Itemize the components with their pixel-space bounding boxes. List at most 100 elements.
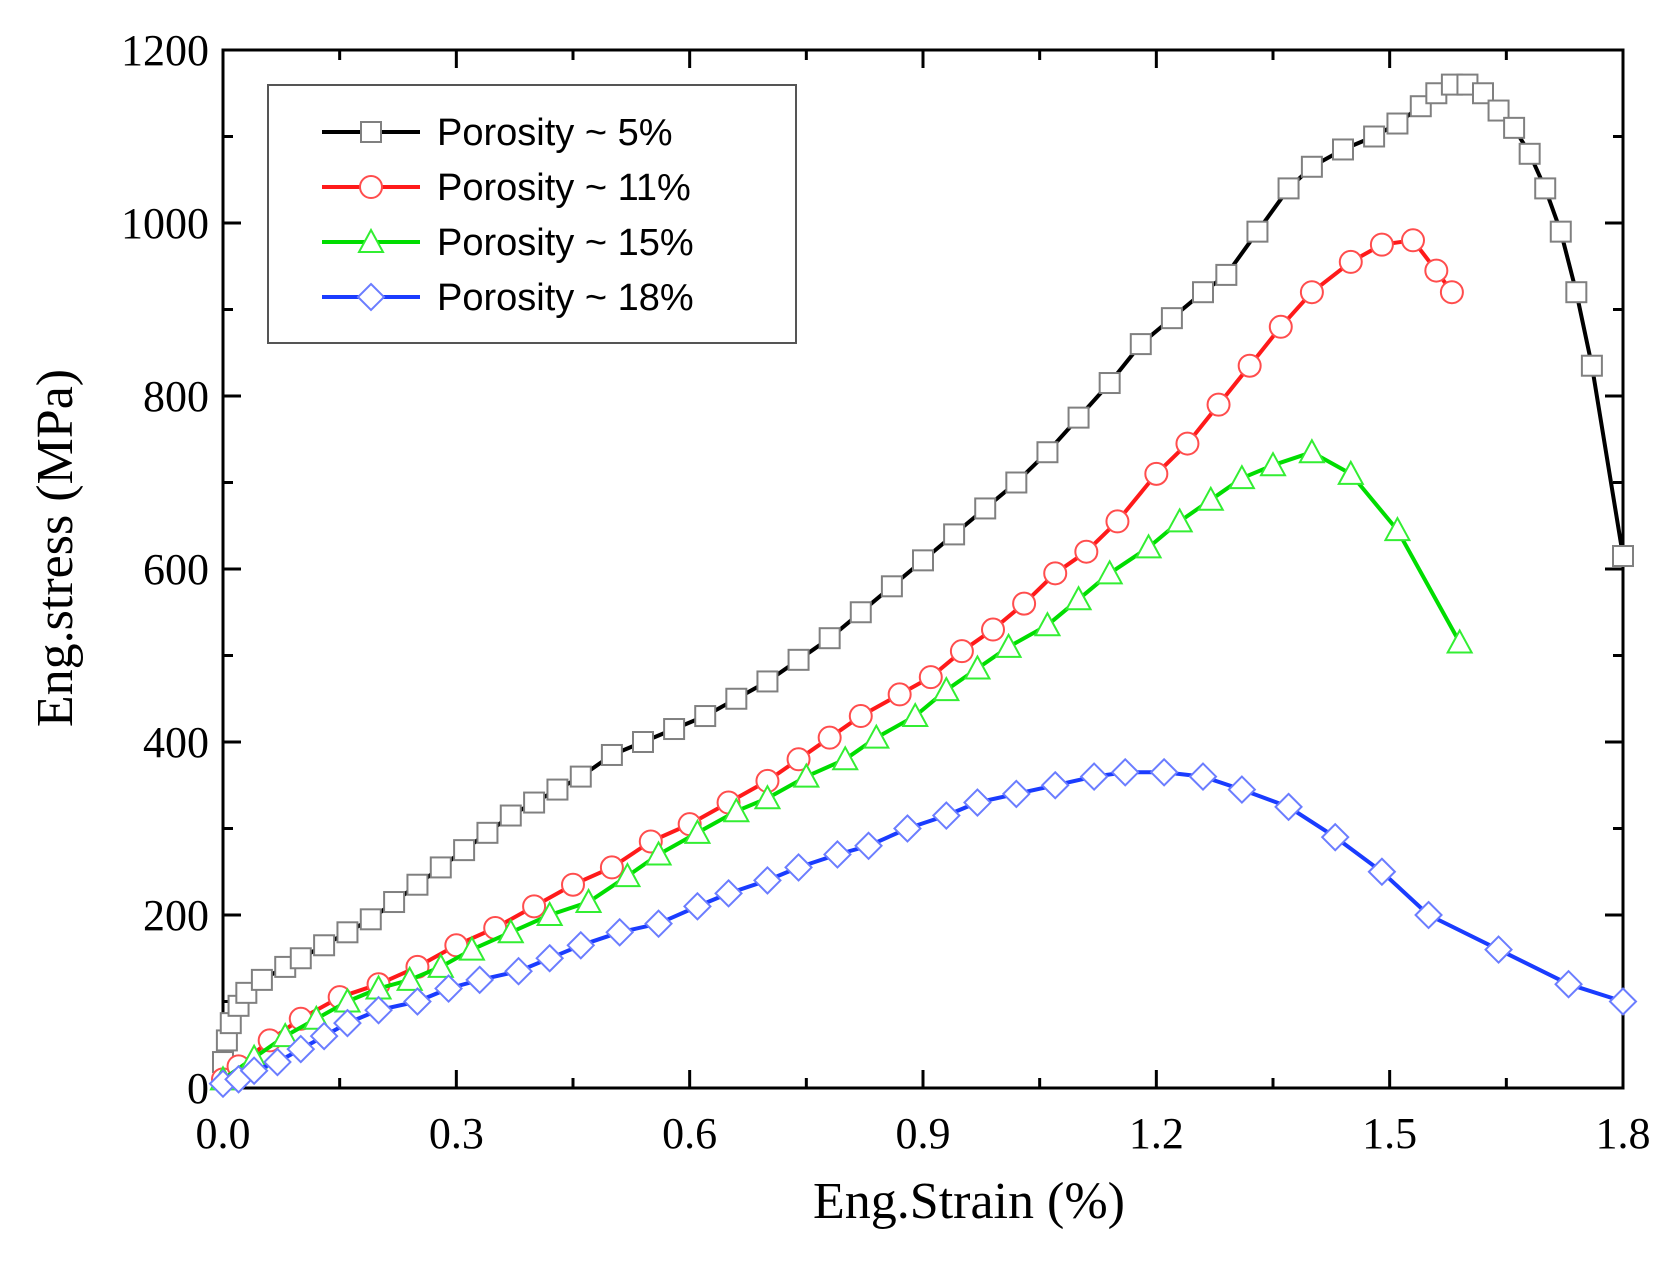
series-4: [208, 757, 1638, 1099]
data-point: [854, 831, 883, 861]
data-point: [1228, 464, 1256, 490]
legend-marker: [357, 227, 385, 253]
data-point: [1363, 125, 1386, 148]
data-point: [981, 617, 1005, 642]
y-tick-label: 1200: [121, 26, 209, 75]
data-point: [949, 639, 974, 664]
data-point: [1367, 857, 1397, 887]
x-tick-label: 1.8: [1596, 1109, 1651, 1158]
series-1: [212, 73, 1634, 1074]
data-point: [1472, 82, 1494, 105]
data-point: [756, 670, 779, 693]
legend-marker: [359, 175, 383, 199]
data-point: [566, 930, 596, 960]
data-point: [1095, 559, 1124, 585]
data-point: [862, 723, 891, 749]
data-point: [1383, 515, 1412, 542]
y-tick-label: 200: [143, 891, 209, 940]
data-point: [1386, 112, 1409, 135]
data-point: [1580, 354, 1603, 377]
series-2: [211, 228, 1464, 1092]
data-point: [714, 878, 743, 908]
data-point: [1237, 353, 1262, 378]
data-point: [792, 762, 821, 788]
x-tick-label: 0.9: [896, 1109, 951, 1158]
data-point: [1079, 762, 1109, 792]
x-tick-label: 0.3: [429, 1109, 484, 1158]
data-point: [963, 654, 992, 680]
data-point: [632, 731, 654, 753]
series-line: [221, 238, 1454, 1081]
data-point: [569, 765, 592, 788]
data-point: [818, 627, 841, 650]
data-point: [613, 861, 642, 888]
data-point: [943, 523, 966, 546]
data-point: [683, 891, 712, 921]
data-point: [901, 701, 929, 728]
data-point: [504, 956, 533, 986]
y-tick-label: 1000: [121, 199, 209, 248]
data-point: [1001, 779, 1031, 809]
data-point: [1298, 438, 1326, 464]
data-point: [912, 549, 934, 572]
data-point: [880, 575, 903, 598]
data-point: [497, 918, 525, 944]
data-point: [1149, 757, 1179, 787]
data-point: [1043, 561, 1068, 586]
data-point: [1144, 461, 1169, 486]
data-point: [1134, 533, 1163, 559]
data-point: [1005, 471, 1028, 494]
y-tick-label: 800: [143, 372, 209, 421]
y-tick-label: 600: [143, 545, 209, 594]
data-point: [1401, 228, 1425, 253]
data-point: [1445, 628, 1474, 654]
x-tick-label: 0.0: [196, 1109, 251, 1158]
data-point: [725, 687, 748, 710]
x-axis-ticks: 0.0 0.3 0.6 0.9 1.2 1.5 1.8: [196, 50, 1651, 1158]
data-point: [831, 745, 859, 771]
data-point: [1549, 220, 1572, 243]
legend-label: Porosity ~ 18%: [437, 277, 694, 319]
data-point: [239, 1056, 269, 1086]
data-point: [364, 995, 393, 1025]
data-point: [887, 682, 912, 707]
data-point: [1534, 177, 1557, 200]
series-layer: [208, 73, 1638, 1099]
data-point: [599, 855, 624, 880]
data-point: [429, 856, 452, 879]
data-point: [1259, 451, 1287, 477]
data-point: [1487, 99, 1510, 122]
data-point: [1274, 792, 1303, 822]
data-point: [263, 1047, 292, 1077]
data-point: [465, 965, 495, 995]
data-point: [403, 987, 432, 1016]
data-point: [1369, 232, 1394, 257]
data-point: [250, 968, 273, 991]
data-point: [383, 891, 406, 914]
data-point: [932, 676, 961, 702]
data-point: [1320, 822, 1350, 852]
data-point: [1064, 585, 1093, 611]
data-point: [427, 952, 455, 978]
data-point: [1424, 258, 1449, 283]
y-axis-title: Eng.stress (MPa): [27, 369, 84, 727]
series-line: [222, 770, 1624, 1086]
data-point: [1337, 459, 1365, 485]
data-point: [1105, 509, 1130, 534]
data-point: [1277, 177, 1300, 200]
data-point: [1074, 539, 1099, 564]
data-point: [406, 873, 429, 896]
data-point: [476, 821, 499, 844]
data-point: [1608, 987, 1638, 1016]
data-point: [753, 865, 782, 895]
data-point: [848, 704, 873, 729]
data-point: [434, 974, 463, 1003]
data-point: [1300, 155, 1323, 178]
data-point: [1036, 441, 1059, 464]
data-point: [286, 1034, 316, 1064]
y-tick-label: 0: [187, 1064, 209, 1113]
data-point: [359, 908, 382, 931]
data-point: [1165, 507, 1194, 533]
data-point: [1268, 314, 1293, 339]
data-point: [817, 725, 842, 750]
